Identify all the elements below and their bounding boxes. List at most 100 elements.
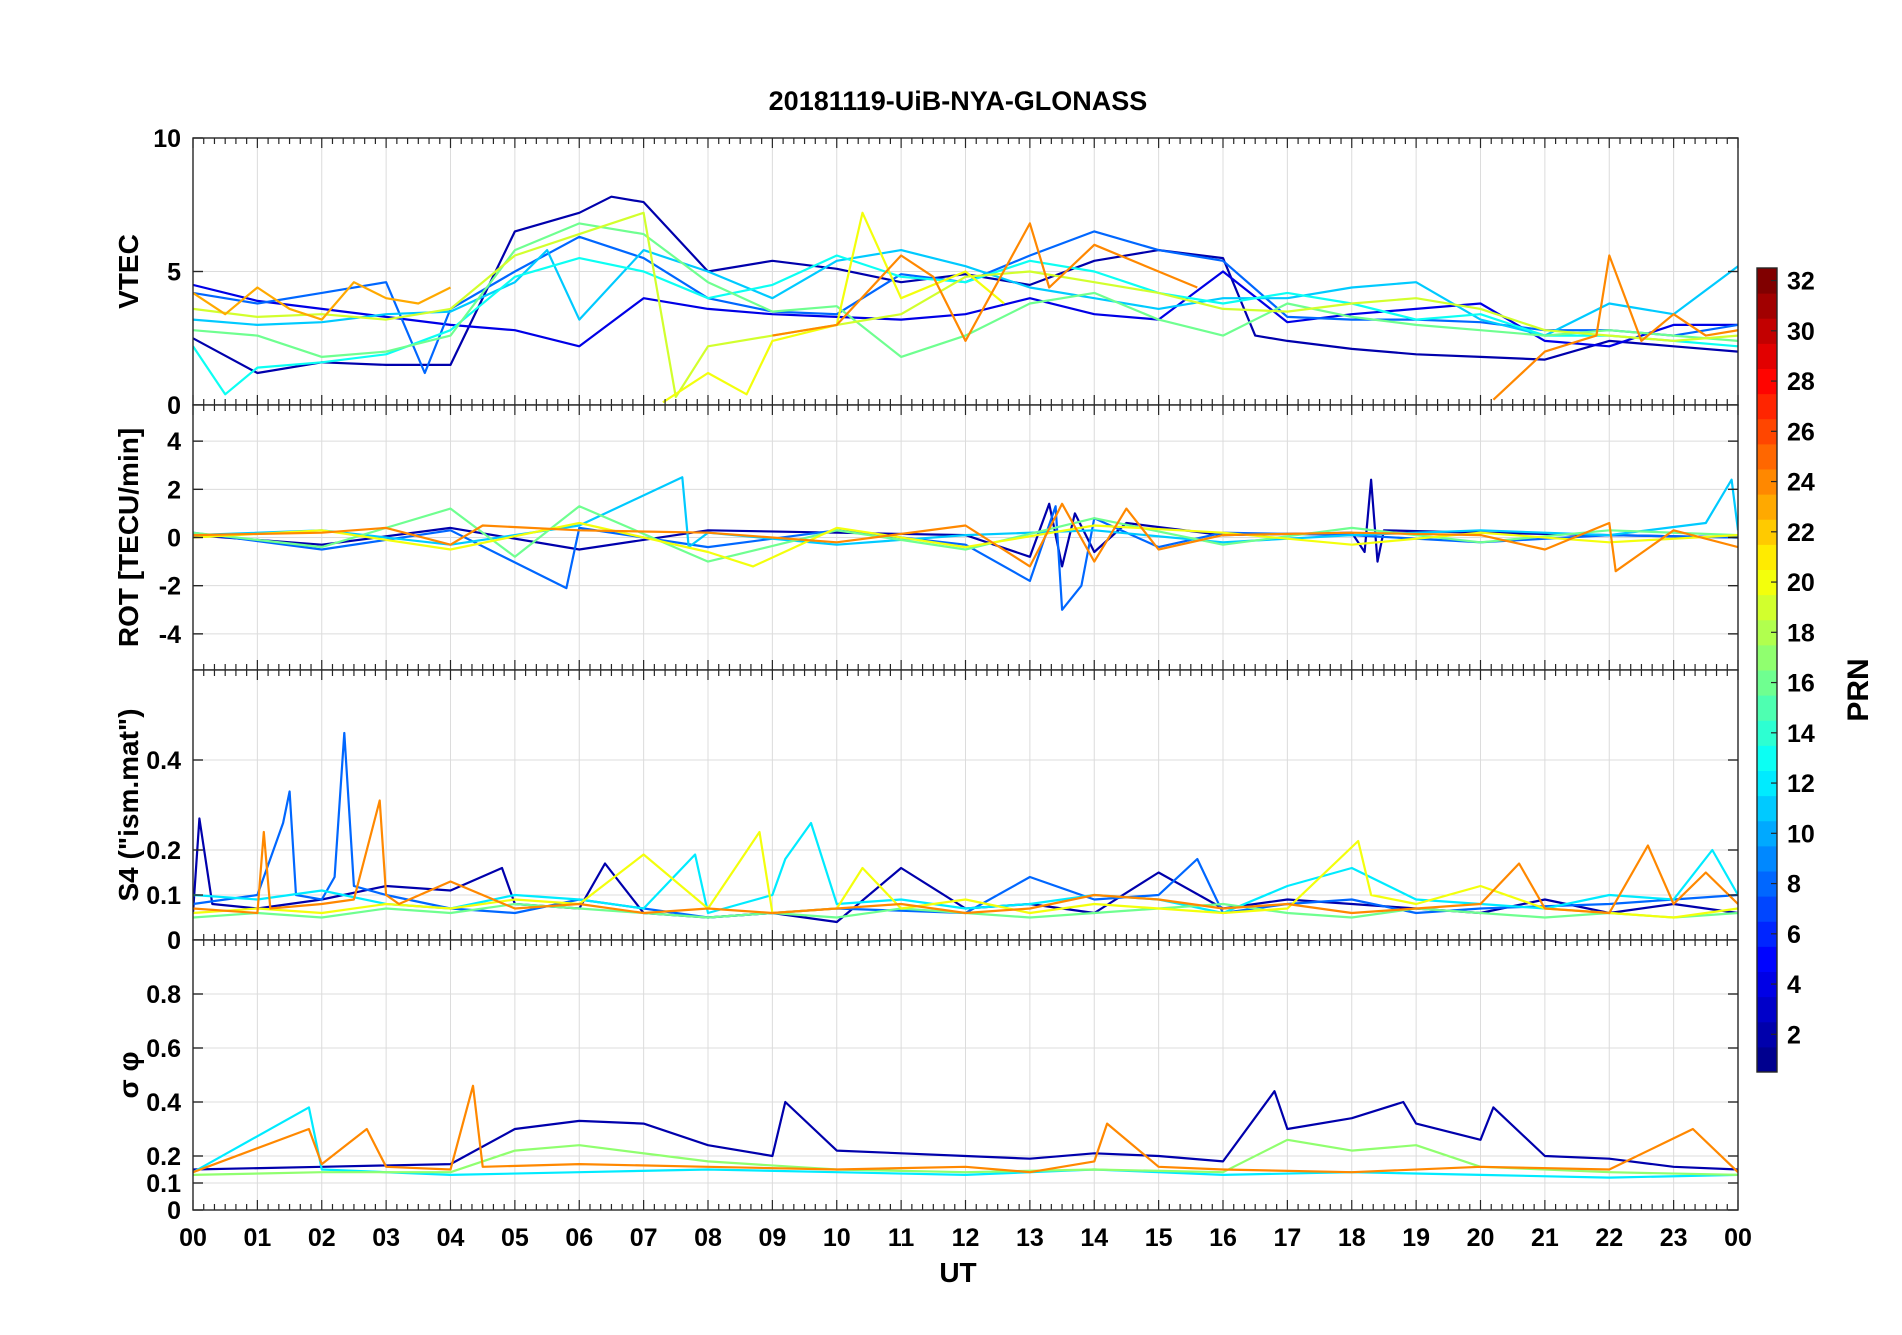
panel-rot-ytick-label: 2 — [167, 476, 181, 504]
colorbar-segment — [1757, 644, 1777, 671]
colorbar-tick-label: 24 — [1787, 469, 1815, 497]
panel-s4-series-group — [193, 731, 1738, 924]
colorbar-segment — [1757, 745, 1777, 771]
panel-s4-ytick-label: 0.4 — [146, 747, 181, 775]
panel-s4-ytick-label: 0.1 — [146, 882, 181, 910]
x-tick-label: 11 — [888, 1224, 915, 1252]
colorbar-tick-label: 8 — [1787, 871, 1801, 899]
panel-s4-ytick-label: 0 — [167, 927, 181, 955]
x-tick-label: 23 — [1660, 1224, 1688, 1252]
colorbar-segment — [1757, 896, 1777, 922]
panel-rot-ytick-label: 4 — [167, 428, 181, 456]
colorbar-tick-label: 10 — [1787, 820, 1815, 848]
colorbar-segment — [1757, 393, 1777, 420]
x-tick-label: 05 — [501, 1224, 529, 1252]
panel-sigma: 00.10.2 0.4 0.6 0.8 σ φ — [113, 939, 1739, 1225]
panel-sigma-ytick-label: 0.6 — [146, 1035, 181, 1063]
x-tick-label: 08 — [694, 1224, 722, 1252]
series-line-sigma-prn24 — [193, 1084, 1738, 1174]
colorbar-segment — [1757, 1046, 1777, 1073]
x-tick-label: 21 — [1531, 1224, 1559, 1252]
colorbar-segment — [1757, 921, 1777, 947]
x-tick-label: 03 — [372, 1224, 400, 1252]
colorbar-segment — [1757, 544, 1777, 570]
colorbar-segment — [1757, 845, 1777, 872]
panel-sigma-series-group — [193, 1084, 1738, 1179]
panel-vtec-ylabel: VTEC — [113, 234, 144, 309]
series-line-vtec-prn23 — [193, 281, 451, 321]
series-line-s4-prn20 — [193, 830, 1738, 919]
colorbar-frame — [1756, 267, 1778, 1073]
colorbar-segment — [1757, 268, 1777, 294]
panel-rot-ytick-label: 0 — [167, 525, 181, 553]
series-line-s4-prn24 — [193, 799, 1738, 915]
x-tick-label: 07 — [630, 1224, 658, 1252]
series-line-vtec-prn2 — [193, 195, 1738, 375]
panel-rot-ytick-label: -2 — [159, 573, 181, 601]
colorbar-segment — [1757, 770, 1777, 797]
colorbar-segment — [1757, 946, 1777, 972]
series-line-vtec-prn24 — [772, 222, 1198, 342]
series-line-rot-prn24 — [193, 502, 1738, 573]
panel-rot-series-group — [193, 476, 1738, 611]
panel-rot: -4 -2 0 2 4 ROT [TECU/min] — [113, 404, 1739, 671]
colorbar-tick-label: 18 — [1787, 619, 1815, 647]
colorbar-tick-label: 28 — [1787, 368, 1815, 396]
panel-s4-ylabel: S4 ("ism.mat") — [113, 708, 144, 901]
colorbar-segment — [1757, 594, 1777, 621]
x-tick-label: 02 — [308, 1224, 336, 1252]
panel-vtec-series-group — [193, 195, 1738, 404]
panel-rot-ylabel: ROT [TECU/min] — [113, 428, 144, 647]
x-tick-label: 14 — [1080, 1224, 1108, 1252]
x-tick-label: 00 — [1724, 1224, 1752, 1252]
chart-title: 20181119-UiB-NYA-GLONASS — [769, 86, 1148, 116]
series-line-vtec-prn24 — [1492, 254, 1738, 401]
x-tick-label: 10 — [823, 1224, 851, 1252]
x-tick-label: 18 — [1338, 1224, 1366, 1252]
colorbar-segment — [1757, 871, 1777, 897]
series-line-vtec-prn11 — [193, 249, 1738, 337]
colorbar-segment — [1757, 670, 1777, 696]
colorbar-segment — [1757, 619, 1777, 646]
series-line-vtec-prn13 — [193, 254, 1738, 396]
colorbar-label: PRN — [1842, 658, 1875, 721]
x-axis-label: UT — [939, 1257, 976, 1288]
panel-sigma-frame — [192, 939, 1739, 1211]
x-tick-label: 12 — [952, 1224, 980, 1252]
panel-s4: 0 0.1 0.2 0.4S4 ("ism.mat") — [113, 669, 1739, 955]
x-tick-label: 13 — [1016, 1224, 1044, 1252]
colorbar-segment — [1757, 569, 1777, 596]
x-tick-label: 20 — [1467, 1224, 1495, 1252]
x-tick-label: 22 — [1595, 1224, 1623, 1252]
series-line-vtec-prn16 — [193, 222, 1738, 358]
colorbar-segment — [1757, 443, 1777, 470]
colorbar-segment — [1757, 469, 1777, 495]
x-tick-label: 16 — [1209, 1224, 1237, 1252]
colorbar-segment — [1757, 1021, 1777, 1048]
panel-vtec: 0 5 10 VTEC — [113, 125, 1739, 420]
x-tick-label: 06 — [565, 1224, 593, 1252]
colorbar-tick-label: 14 — [1787, 720, 1815, 748]
colorbar-segment — [1757, 996, 1777, 1023]
series-line-rot-prn16 — [193, 505, 1738, 563]
colorbar-tick-label: 2 — [1787, 1021, 1801, 1049]
colorbar-tick-label: 30 — [1787, 318, 1815, 346]
colorbar-tick-label: 4 — [1787, 971, 1801, 999]
colorbar-segment — [1757, 720, 1777, 746]
colorbar-segment — [1757, 368, 1777, 395]
colorbar-tick-label: 26 — [1787, 418, 1815, 446]
series-line-rot-prn2 — [193, 478, 1738, 568]
panel-sigma-ytick-label: 0.8 — [146, 981, 181, 1009]
panel-sigma-ytick-label: 0.1 — [146, 1170, 181, 1198]
panel-vtec-ytick-label: 10 — [153, 125, 181, 153]
panel-sigma-ytick-label: 0.4 — [146, 1089, 181, 1117]
panel-s4-ytick-label: 0.2 — [146, 837, 181, 865]
x-tick-label: 15 — [1145, 1224, 1173, 1252]
panel-sigma-ytick-label: 0.2 — [146, 1143, 181, 1171]
colorbar-tick-label: 6 — [1787, 921, 1801, 949]
series-line-sigma-prn12 — [193, 1106, 1738, 1179]
panel-vtec-ytick-label: 5 — [167, 259, 181, 287]
